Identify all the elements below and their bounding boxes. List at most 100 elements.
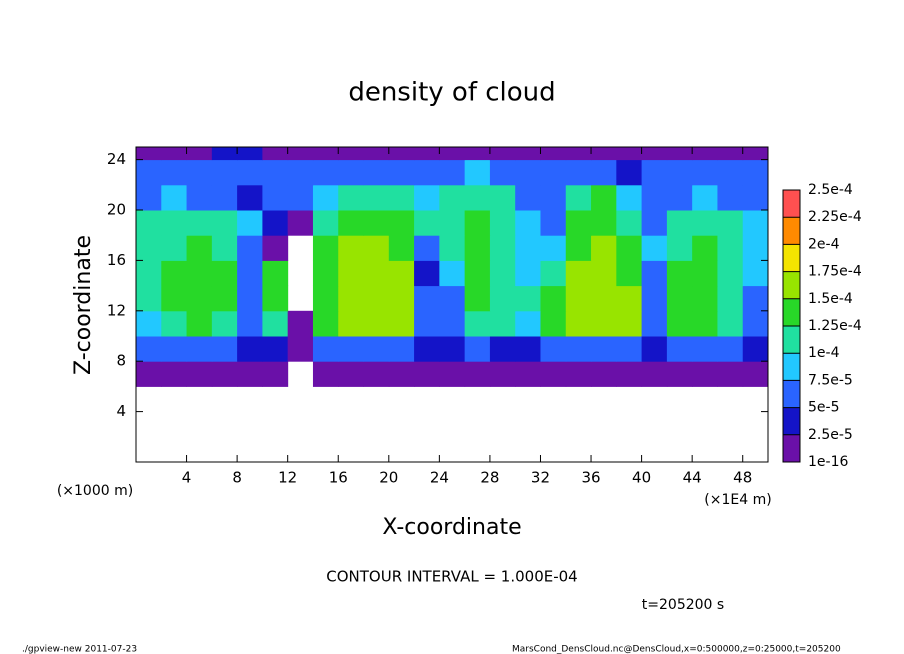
heatmap-cell [742, 260, 769, 287]
heatmap-cell [489, 210, 516, 236]
heatmap-cell [312, 147, 339, 161]
heatmap-cell [489, 336, 516, 362]
heatmap-cell [464, 285, 491, 312]
heatmap-cell [211, 147, 238, 161]
heatmap-cell [591, 310, 617, 337]
heatmap-cell [136, 310, 162, 337]
heatmap-cell [641, 210, 668, 236]
heatmap-cell [136, 361, 162, 387]
heatmap-cell [742, 336, 769, 362]
heatmap-cell [591, 159, 617, 186]
heatmap-cell [616, 235, 643, 261]
heatmap-cell [540, 336, 567, 362]
heatmap-cell [186, 361, 213, 387]
heatmap-cell [464, 310, 491, 337]
heatmap-cell [692, 184, 718, 211]
heatmap-cell [161, 310, 188, 337]
heatmap-cell [616, 310, 643, 337]
x-axis-label: X-coordinate [382, 515, 521, 540]
heatmap-cell [641, 235, 668, 261]
heatmap-cell [591, 361, 617, 387]
heatmap-cell [211, 361, 238, 387]
x-unit: (×1E4 m) [704, 492, 771, 508]
heatmap-cell [161, 260, 188, 287]
heatmap-cell [262, 159, 289, 186]
heatmap-cell [388, 361, 415, 387]
heatmap-cell [717, 285, 744, 312]
heatmap-cell [489, 235, 516, 261]
colorbar-label: 5e-5 [808, 400, 839, 416]
heatmap-cell [742, 210, 769, 236]
heatmap-cell [287, 336, 314, 362]
heatmap-cell [565, 184, 592, 211]
heatmap-cell [439, 147, 466, 161]
heatmap-cell [338, 260, 365, 287]
heatmap-cell [136, 147, 162, 161]
heatmap-cell [565, 159, 592, 186]
heatmap-cell [591, 260, 617, 287]
colorbar-label: 1e-16 [808, 454, 848, 470]
heatmap-cell [312, 260, 339, 287]
heatmap-cell [439, 285, 466, 312]
heatmap-cell [287, 159, 314, 186]
heatmap-cell [641, 336, 668, 362]
heatmap-cell [211, 235, 238, 261]
heatmap-cell [540, 159, 567, 186]
heatmap-cell [262, 260, 289, 287]
colorbar-label: 2.5e-5 [808, 427, 853, 443]
heatmap-cell [692, 210, 718, 236]
heatmap-cell [641, 184, 668, 211]
footer-right: MarsCond_DensCloud.nc@DensCloud,x=0:5000… [512, 645, 841, 654]
heatmap-cell [312, 235, 339, 261]
heatmap-cell [186, 310, 213, 337]
heatmap-cell [464, 147, 491, 161]
heatmap-cell [388, 336, 415, 362]
heatmap-cell [641, 310, 668, 337]
heatmap-cell [666, 184, 693, 211]
heatmap-cell [641, 147, 668, 161]
heatmap-cell [540, 285, 567, 312]
plot-frame [135, 146, 769, 463]
heatmap-cell [287, 310, 314, 337]
x-tick-label: 12 [278, 469, 297, 487]
heatmap-cell [338, 147, 365, 161]
heatmap-cell [439, 235, 466, 261]
heatmap-cell [464, 184, 491, 211]
heatmap-cell [742, 235, 769, 261]
colorbar-band [783, 298, 800, 326]
heatmap-cell [489, 184, 516, 211]
colorbar-band [783, 217, 800, 245]
heatmap-cell [616, 184, 643, 211]
heatmap-cell [717, 361, 744, 387]
heatmap-cell [439, 260, 466, 287]
heatmap-cell [616, 159, 643, 186]
heatmap-cell [742, 361, 769, 387]
heatmap-cell [717, 210, 744, 236]
heatmap-cell [211, 336, 238, 362]
heatmap-cell [388, 159, 415, 186]
heatmap-cell [616, 147, 643, 161]
heatmap-cell [237, 184, 263, 211]
heatmap-cell [717, 147, 744, 161]
colorbar-label: 1.25e-4 [808, 318, 862, 334]
heatmap-cell [742, 285, 769, 312]
heatmap-cell [287, 210, 314, 236]
heatmap-cell [439, 210, 466, 236]
heatmap-cell [363, 336, 390, 362]
heatmap-cell [515, 361, 541, 387]
heatmap-cell [211, 210, 238, 236]
heatmap-cell [641, 260, 668, 287]
heatmap-cell [338, 184, 365, 211]
heatmap-cell [161, 235, 188, 261]
x-tick-label: 48 [733, 469, 752, 487]
heatmap-cell [666, 235, 693, 261]
heatmap-cell [616, 210, 643, 236]
heatmap-cell [489, 285, 516, 312]
heatmap-cell [312, 310, 339, 337]
heatmap-cell [338, 210, 365, 236]
heatmap-cell [666, 147, 693, 161]
heatmap-cell [565, 210, 592, 236]
heatmap-cell [591, 336, 617, 362]
heatmap-cell [591, 184, 617, 211]
heatmap-cell [515, 235, 541, 261]
